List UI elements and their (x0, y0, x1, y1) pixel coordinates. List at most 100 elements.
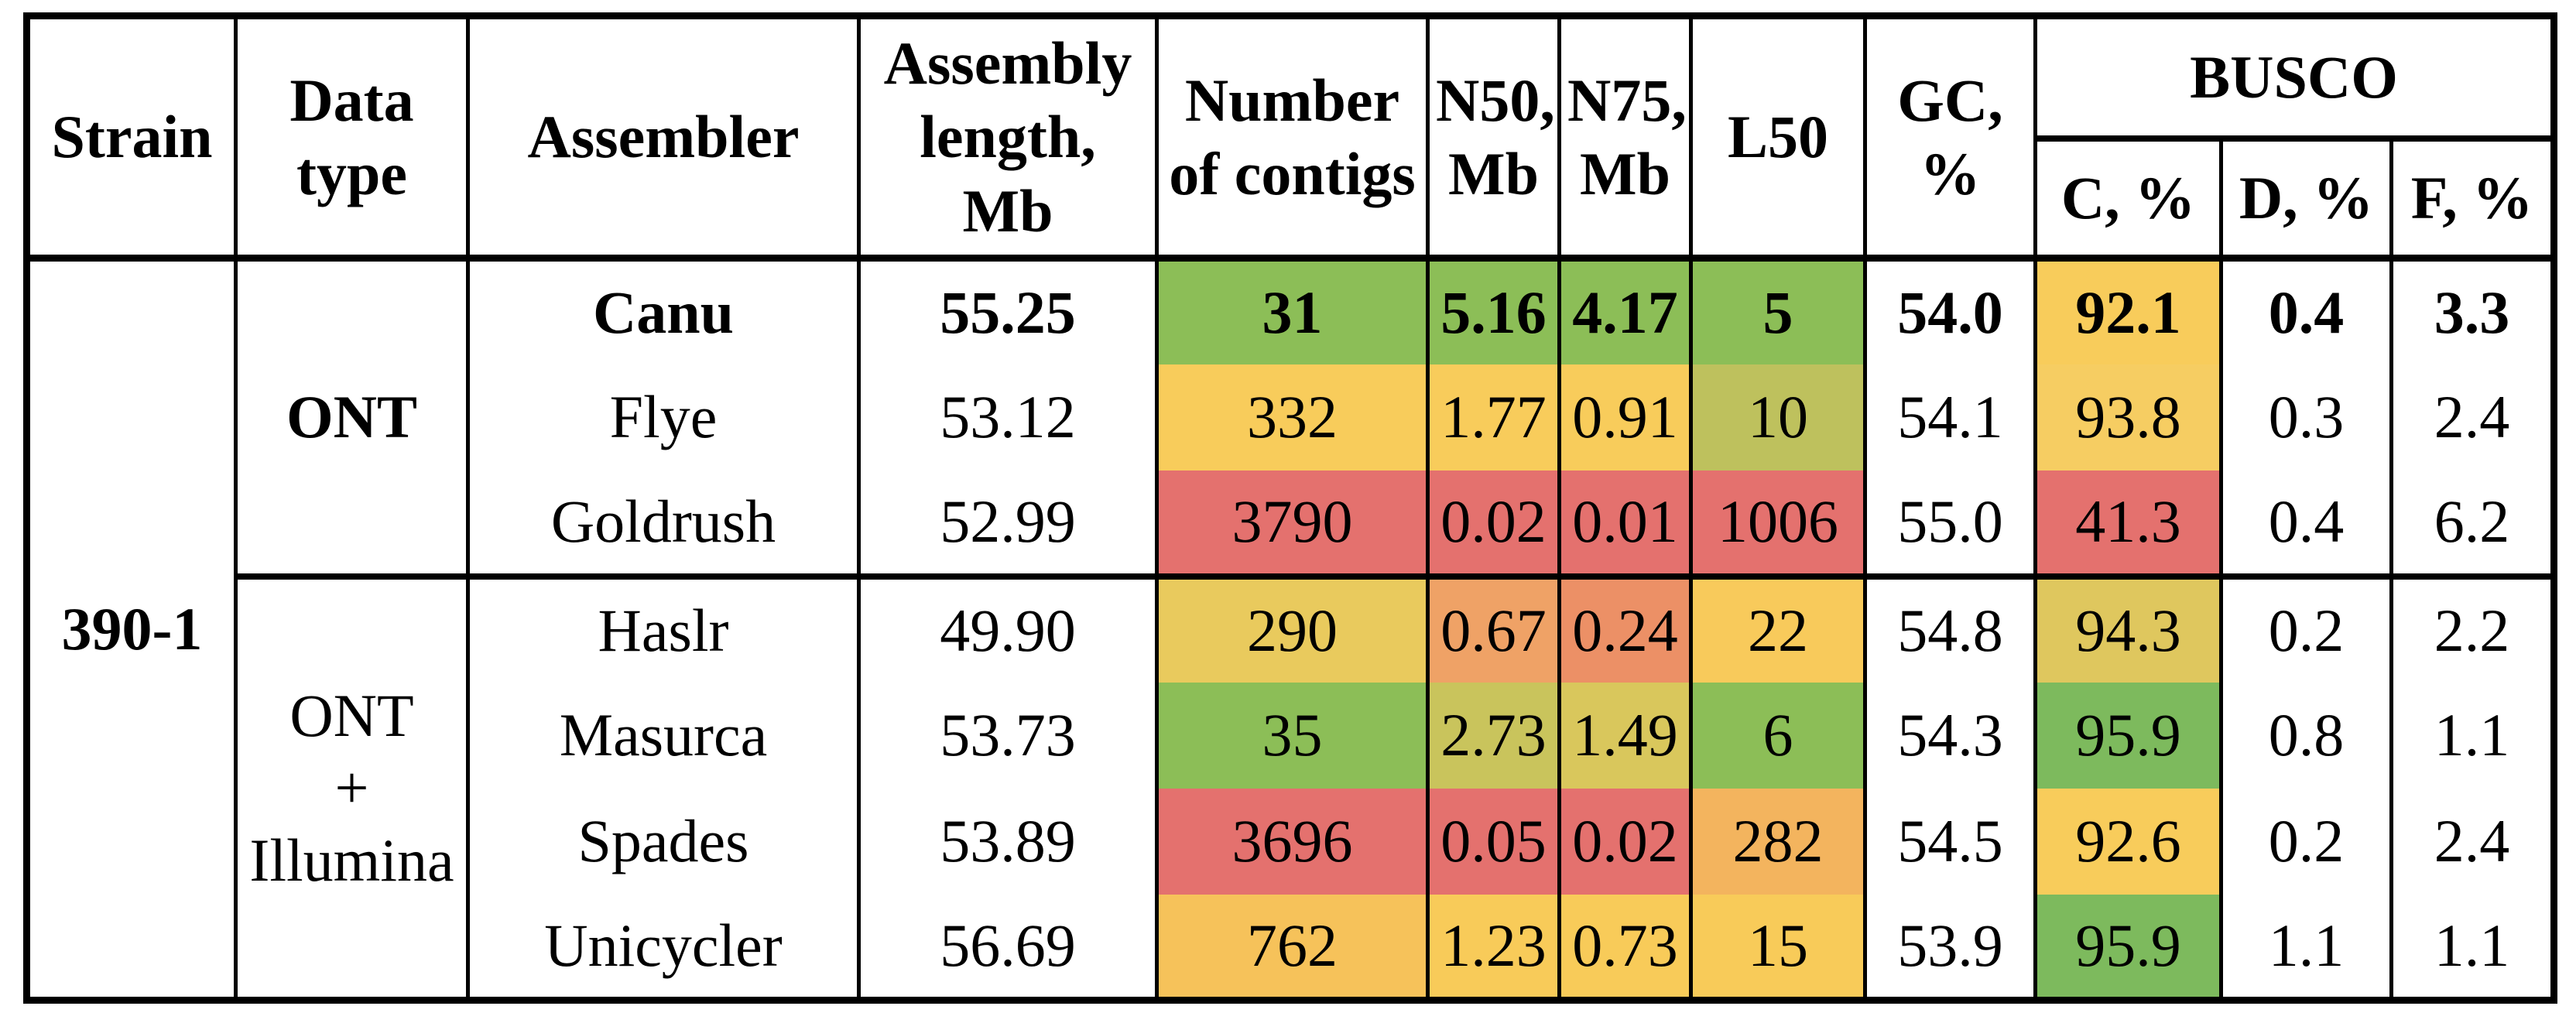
cell-busco-c: 95.9 (2033, 894, 2223, 1001)
cell-assembly-length: 53.73 (857, 682, 1159, 789)
cell-busco-f: 1.1 (2389, 894, 2557, 1001)
cell-l50: 5 (1689, 258, 1867, 364)
header-num-contigs-line1: Number (1184, 66, 1400, 134)
cell-assembler: Spades (466, 788, 861, 895)
cell-assembler: Flye (466, 364, 861, 471)
cell-busco-c: 92.1 (2033, 258, 2223, 364)
cell-busco-f: 3.3 (2389, 258, 2557, 364)
cell-gc: 54.0 (1863, 258, 2037, 364)
table-row: Spades 53.89 3696 0.05 0.02 282 54.5 92.… (27, 788, 2557, 895)
cell-data-type-line: ONT (286, 383, 418, 451)
cell-assembly-length: 49.90 (857, 573, 1159, 683)
cell-num-contigs: 35 (1155, 682, 1430, 789)
header-n50-line2: Mb (1448, 140, 1539, 207)
cell-busco-c: 93.8 (2033, 364, 2223, 471)
cell-l50: 22 (1689, 573, 1867, 683)
header-data-type-line1: Data (289, 66, 414, 134)
table-row: Unicycler 56.69 762 1.23 0.73 15 53.9 95… (27, 894, 2557, 1001)
cell-n50: 0.67 (1426, 573, 1561, 683)
cell-busco-f: 6.2 (2389, 470, 2557, 577)
cell-l50: 15 (1689, 894, 1867, 1001)
cell-data-type-line2: + (334, 754, 369, 822)
header-busco: BUSCO (2033, 15, 2557, 142)
cell-assembly-length: 52.99 (857, 470, 1159, 577)
header-n75-line1: N75, (1567, 66, 1687, 134)
header-data-type: Data type (234, 15, 470, 262)
cell-busco-f: 1.1 (2389, 682, 2557, 789)
header-gc-line1: GC, (1897, 66, 2003, 134)
cell-num-contigs: 762 (1155, 894, 1430, 1001)
cell-num-contigs: 3790 (1155, 470, 1430, 577)
header-busco-c: C, % (2033, 138, 2223, 262)
cell-assembler: Goldrush (466, 470, 861, 577)
cell-n50: 1.23 (1426, 894, 1561, 1001)
cell-gc: 53.9 (1863, 894, 2037, 1001)
cell-l50: 1006 (1689, 470, 1867, 577)
header-n75: N75, Mb (1557, 15, 1693, 262)
cell-l50: 10 (1689, 364, 1867, 471)
cell-busco-c: 41.3 (2033, 470, 2223, 577)
header-num-contigs-line2: of contigs (1169, 140, 1416, 207)
table-row: Goldrush 52.99 3790 0.02 0.01 1006 55.0 … (27, 470, 2557, 577)
page: Strain Data type Assembler Assembly leng… (23, 12, 2558, 1004)
cell-gc: 54.8 (1863, 573, 2037, 683)
cell-n75: 4.17 (1557, 258, 1693, 364)
header-busco-f: F, % (2389, 138, 2557, 262)
table-header: Strain Data type Assembler Assembly leng… (25, 15, 2557, 262)
header-n50: N50, Mb (1426, 15, 1561, 262)
header-assembler: Assembler (466, 15, 861, 262)
cell-gc: 54.5 (1863, 788, 2037, 895)
assembly-stats-table: Strain Data type Assembler Assembly leng… (23, 12, 2558, 1004)
cell-n50: 1.77 (1426, 364, 1561, 471)
header-n75-line2: Mb (1580, 140, 1670, 207)
cell-assembly-length: 53.12 (857, 364, 1159, 471)
cell-busco-c: 95.9 (2033, 682, 2223, 789)
header-assembly-length-line2: length, Mb (920, 103, 1096, 245)
header-data-type-line2: type (296, 140, 407, 207)
cell-busco-d: 0.4 (2219, 258, 2393, 364)
cell-gc: 55.0 (1863, 470, 2037, 577)
table-row: Flye 53.12 332 1.77 0.91 10 54.1 93.8 0.… (27, 364, 2557, 471)
cell-gc: 54.3 (1863, 682, 2037, 789)
header-n50-line1: N50, (1436, 66, 1555, 134)
cell-assembly-length: 56.69 (857, 894, 1159, 1001)
cell-num-contigs: 3696 (1155, 788, 1430, 895)
cell-busco-c: 92.6 (2033, 788, 2223, 895)
cell-l50: 6 (1689, 682, 1867, 789)
header-busco-d: D, % (2219, 138, 2393, 262)
cell-busco-d: 0.3 (2219, 364, 2393, 471)
header-strain: Strain (25, 15, 238, 262)
cell-busco-c: 94.3 (2033, 573, 2223, 683)
header-gc-line2: % (1920, 140, 1981, 207)
cell-num-contigs: 31 (1155, 258, 1430, 364)
table-body: 390-1 ONT Canu 55.25 31 5.16 4.17 5 54.0… (25, 258, 2557, 1001)
cell-n75: 1.49 (1557, 682, 1693, 789)
cell-busco-d: 0.2 (2219, 788, 2393, 895)
cell-num-contigs: 290 (1155, 573, 1430, 683)
cell-l50: 282 (1689, 788, 1867, 895)
cell-assembly-length: 53.89 (857, 788, 1159, 895)
header-assembly-length-line1: Assembly (883, 29, 1132, 98)
table-row: 390-1 ONT Canu 55.25 31 5.16 4.17 5 54.0… (25, 258, 2557, 1001)
cell-n75: 0.01 (1557, 470, 1693, 577)
cell-data-type: ONT (234, 258, 470, 577)
cell-n50: 0.02 (1426, 470, 1561, 577)
cell-busco-d: 0.2 (2219, 573, 2393, 683)
cell-assembly-length: 55.25 (857, 258, 1159, 364)
header-assembly-length: Assembly length, Mb (857, 15, 1159, 262)
cell-busco-f: 2.4 (2389, 364, 2557, 471)
header-gc: GC, % (1863, 15, 2037, 262)
cell-strain: 390-1 (25, 258, 238, 1001)
cell-busco-f: 2.2 (2389, 573, 2557, 683)
header-num-contigs: Number of contigs (1155, 15, 1430, 262)
cell-busco-d: 1.1 (2219, 894, 2393, 1001)
cell-gc: 54.1 (1863, 364, 2037, 471)
cell-n50: 2.73 (1426, 682, 1561, 789)
cell-busco-f: 2.4 (2389, 788, 2557, 895)
cell-n50: 0.05 (1426, 788, 1561, 895)
cell-data-type-line1: ONT (289, 681, 414, 749)
cell-busco-d: 0.4 (2219, 470, 2393, 577)
cell-n75: 0.02 (1557, 788, 1693, 895)
cell-data-type-line3: Illumina (249, 826, 454, 895)
cell-n75: 0.73 (1557, 894, 1693, 1001)
